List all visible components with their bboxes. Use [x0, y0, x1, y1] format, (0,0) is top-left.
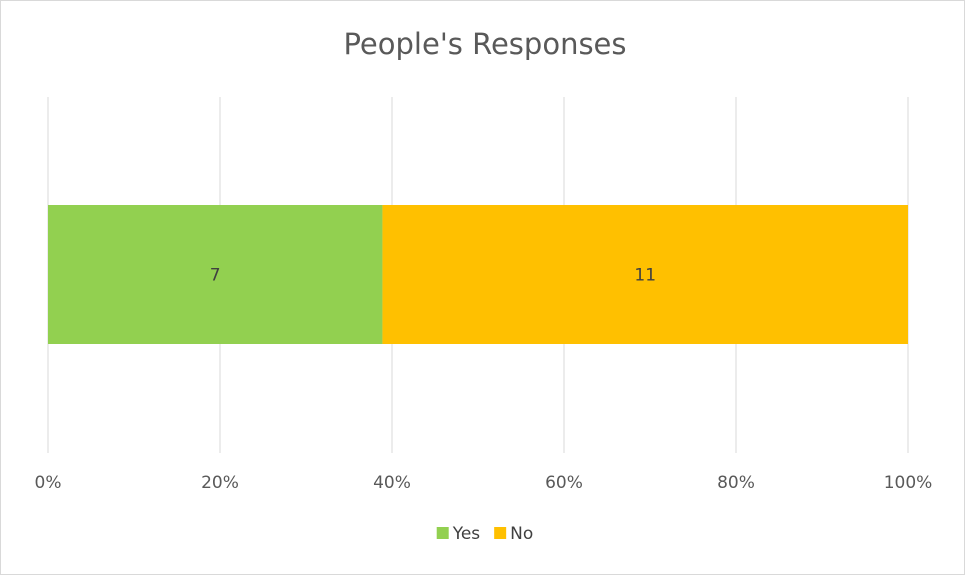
x-tick-label: 40%: [373, 473, 411, 493]
legend-swatch: [494, 527, 507, 539]
x-tick-label: 80%: [717, 473, 755, 493]
data-label-no: 11: [634, 266, 656, 286]
legend-label: Yes: [452, 524, 481, 544]
x-tick-label: 20%: [201, 473, 239, 493]
data-label-yes: 7: [210, 266, 221, 286]
legend-swatch: [436, 527, 449, 539]
x-tick-label: 60%: [545, 473, 583, 493]
x-axis-tick-labels: 0% 20% 40% 60% 80% 100%: [35, 473, 933, 493]
bars: [48, 205, 908, 344]
legend-label: No: [510, 524, 533, 544]
bar-no: [382, 205, 908, 344]
legend-item-yes: Yes: [436, 524, 481, 544]
x-tick-label: 0%: [35, 473, 62, 493]
chart-title: People's Responses: [343, 27, 626, 61]
bar-yes: [48, 205, 383, 344]
legend-item-no: No: [494, 524, 533, 544]
x-tick-label: 100%: [884, 473, 933, 493]
legend: Yes No: [436, 524, 533, 544]
data-labels: 7 11: [210, 266, 656, 286]
